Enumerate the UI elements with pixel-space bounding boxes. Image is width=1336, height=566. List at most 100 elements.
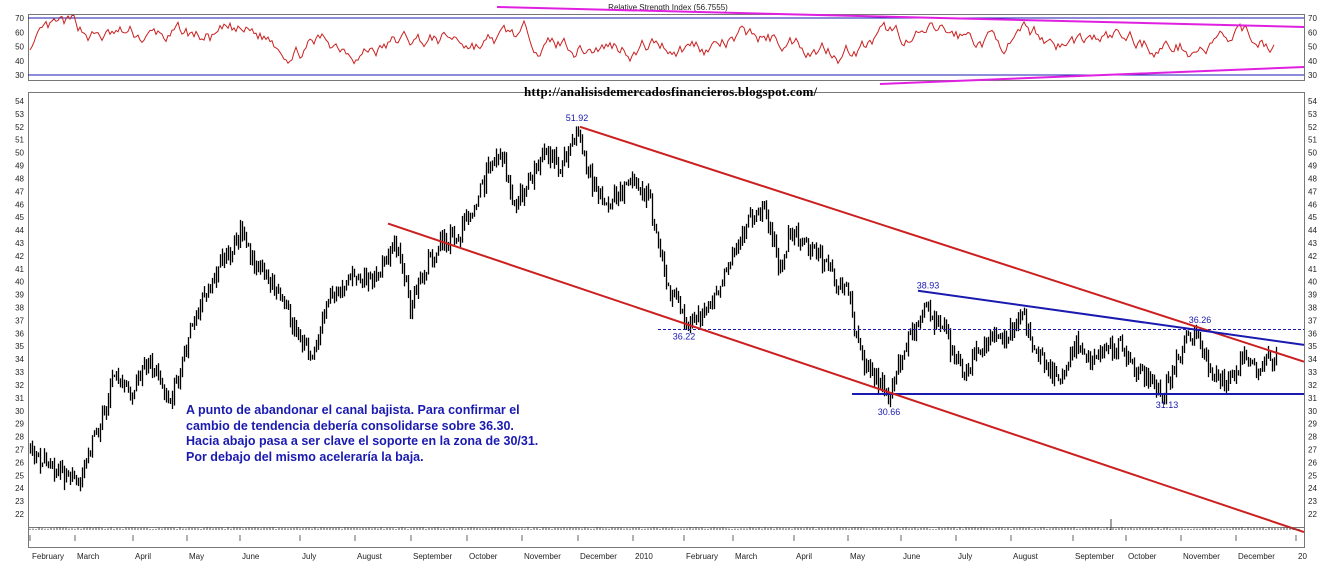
date-tick-label: March (735, 552, 757, 561)
price-tick-left: 39 (15, 291, 24, 300)
rsi-channel-lower (879, 66, 1305, 85)
analysis-note: A punto de abandonar el canal bajista. P… (186, 403, 606, 465)
blog-url[interactable]: http://analisisdemercadosfinancieros.blo… (524, 84, 818, 99)
price-tick-left: 49 (15, 162, 24, 171)
price-tick-right: 48 (1308, 174, 1317, 183)
price-tick-left: 25 (15, 471, 24, 480)
price-tick-left: 38 (15, 304, 24, 313)
key-point-label: 51.92 (566, 113, 589, 123)
price-tick-right: 32 (1308, 381, 1317, 390)
trend-line-channel-lower (387, 222, 1305, 534)
date-tick-label: August (357, 552, 383, 561)
volume-strip (29, 519, 1300, 530)
date-tick-label: May (189, 552, 204, 561)
date-tick-label: 2010 (635, 552, 653, 561)
price-tick-right: 42 (1308, 252, 1317, 261)
note-line: Por debajo del mismo aceleraría la baja. (186, 449, 424, 464)
date-tick-label: November (1183, 552, 1220, 561)
date-tick-label: February (686, 552, 718, 561)
axes: February March April May June July August Septe… (29, 535, 1307, 561)
price-tick-right: 43 (1308, 239, 1317, 248)
price-tick-left: 28 (15, 433, 24, 442)
date-tick-label: August (1013, 552, 1039, 561)
rsi-frame (28, 14, 1305, 81)
price-tick-left: 29 (15, 420, 24, 429)
rsi-tick-left: 70 (15, 14, 24, 23)
price-tick-right: 40 (1308, 278, 1317, 287)
price-tick-left: 31 (15, 394, 24, 403)
price-tick-left: 46 (15, 200, 24, 209)
key-point-label: 36.26 (1189, 315, 1212, 325)
rsi-tick-right: 40 (1308, 57, 1317, 66)
rsi-tick-left: 40 (15, 57, 24, 66)
date-tick-label: September (413, 552, 452, 561)
price-tick-left: 27 (15, 445, 24, 454)
price-tick-left: 23 (15, 497, 24, 506)
price-tick-right: 28 (1308, 433, 1317, 442)
price-tick-right: 31 (1308, 394, 1317, 403)
date-tick-label: October (1128, 552, 1157, 561)
note-line: cambio de tendencia debería consolidarse… (186, 418, 514, 433)
date-tick-label: June (242, 552, 260, 561)
price-tick-right: 38 (1308, 304, 1317, 313)
price-tick-right: 46 (1308, 200, 1317, 209)
key-point-label: 30.66 (878, 407, 901, 417)
price-tick-left: 51 (15, 136, 24, 145)
price-tick-left: 52 (15, 123, 24, 132)
price-tick-right: 53 (1308, 110, 1317, 119)
price-tick-right: 41 (1308, 265, 1317, 274)
key-point-label: 38.93 (917, 281, 940, 291)
date-tick-label: April (796, 552, 812, 561)
date-tick-label: December (580, 552, 617, 561)
rsi-tick-left: 50 (15, 43, 24, 52)
price-tick-left: 50 (15, 149, 24, 158)
price-tick-right: 54 (1308, 97, 1317, 106)
price-tick-left: 22 (15, 510, 24, 519)
date-frame (28, 527, 1305, 548)
date-tick-label: June (903, 552, 921, 561)
price-tick-right: 39 (1308, 291, 1317, 300)
trend-line-channel-upper (579, 125, 1305, 363)
key-point-label: 36.22 (673, 332, 696, 342)
date-tick-label: October (469, 552, 498, 561)
price-tick-right: 49 (1308, 162, 1317, 171)
date-tick-label: September (1075, 552, 1114, 561)
date-tick-label: 20 (1298, 552, 1307, 561)
rsi-tick-right: 50 (1308, 43, 1317, 52)
date-tick-label: May (850, 552, 865, 561)
rsi-tick-right: 70 (1308, 14, 1317, 23)
note-line: Hacia abajo pasa a ser clave el soporte … (186, 434, 539, 448)
price-tick-left: 47 (15, 187, 24, 196)
price-tick-left: 41 (15, 265, 24, 274)
price-panel: 22 22 23 23 24 24 25 25 26 26 27 27 28 28 29 29 30 30 31 31… (15, 97, 1317, 534)
price-tick-right: 27 (1308, 445, 1317, 454)
price-tick-right: 35 (1308, 342, 1317, 351)
price-tick-right: 44 (1308, 226, 1317, 235)
price-tick-right: 52 (1308, 123, 1317, 132)
price-tick-left: 26 (15, 458, 24, 467)
price-tick-right: 33 (1308, 368, 1317, 377)
date-tick-label: July (302, 552, 316, 561)
price-tick-right: 24 (1308, 484, 1317, 493)
price-tick-right: 23 (1308, 497, 1317, 506)
rsi-tick-left: 60 (15, 28, 24, 37)
date-tick-label: November (524, 552, 561, 561)
key-point-label: 31.13 (1156, 400, 1179, 410)
date-tick-label: July (958, 552, 972, 561)
date-tick-label: February (32, 552, 64, 561)
price-tick-left: 53 (15, 110, 24, 119)
price-tick-right: 36 (1308, 329, 1317, 338)
rsi-channel-upper (496, 6, 1305, 28)
price-tick-left: 45 (15, 213, 24, 222)
price-tick-right: 29 (1308, 420, 1317, 429)
price-tick-right: 47 (1308, 187, 1317, 196)
price-tick-left: 48 (15, 174, 24, 183)
date-tick-label: December (1238, 552, 1275, 561)
price-tick-left: 54 (15, 97, 24, 106)
price-tick-left: 24 (15, 484, 24, 493)
price-tick-right: 30 (1308, 407, 1317, 416)
price-tick-left: 32 (15, 381, 24, 390)
price-tick-left: 43 (15, 239, 24, 248)
